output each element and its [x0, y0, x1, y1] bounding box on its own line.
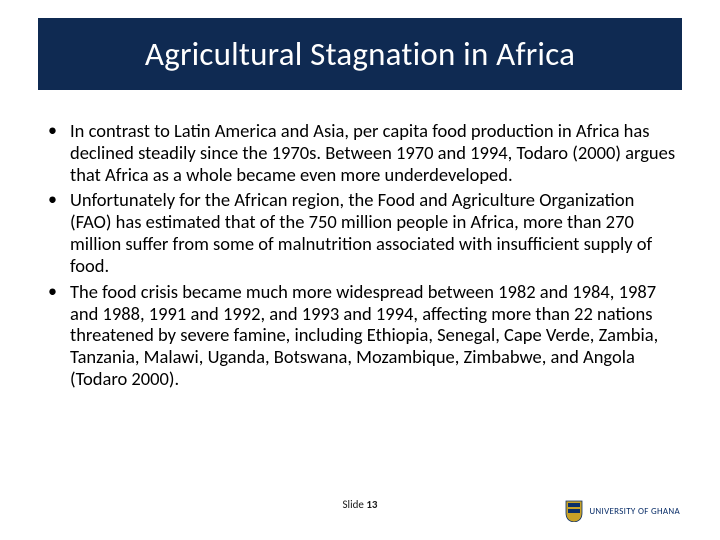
slide-body: In contrast to Latin America and Asia, p… [44, 120, 676, 394]
slide: Agricultural Stagnation in Africa In con… [0, 0, 720, 540]
slide-title: Agricultural Stagnation in Africa [145, 34, 575, 74]
title-band: Agricultural Stagnation in Africa [38, 18, 682, 90]
slide-number: Slide 13 [342, 498, 377, 511]
slide-footer: Slide 13 UNIVERSITY OF GHANA [0, 498, 720, 522]
university-logo: UNIVERSITY OF GHANA [565, 500, 680, 522]
logo-line1: UNIVERSITY OF GHANA [589, 507, 680, 516]
slide-number-value: 13 [366, 498, 377, 511]
crest-icon [565, 500, 583, 522]
bullet-list: In contrast to Latin America and Asia, p… [44, 120, 676, 390]
slide-label: Slide [342, 498, 363, 511]
bullet-item: Unfortunately for the African region, th… [44, 189, 676, 276]
bullet-item: In contrast to Latin America and Asia, p… [44, 120, 676, 185]
logo-text: UNIVERSITY OF GHANA [589, 507, 680, 516]
bullet-item: The food crisis became much more widespr… [44, 281, 676, 390]
